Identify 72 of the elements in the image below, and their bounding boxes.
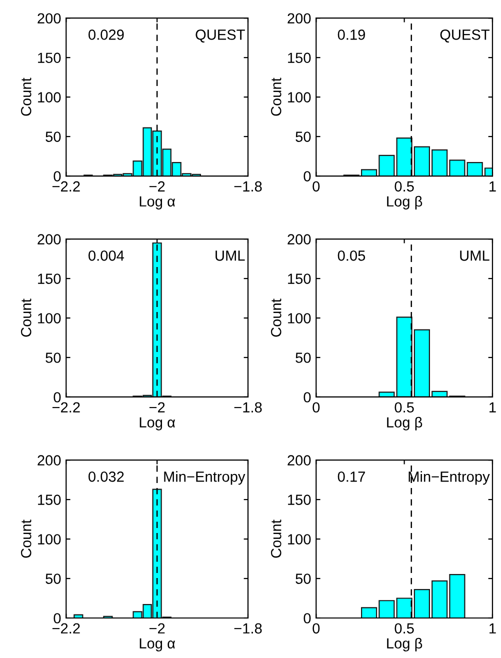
y-tick-label: 0 xyxy=(54,171,61,182)
y-tick-label: 50 xyxy=(46,352,61,363)
annotation: QUEST xyxy=(440,30,490,42)
y-tick-label: 150 xyxy=(288,274,311,284)
y-axis-title: Count xyxy=(20,520,32,558)
annotation: 0.19 xyxy=(338,30,365,40)
x-tick-label: −2 xyxy=(149,181,165,192)
y-tick-label: 50 xyxy=(296,352,311,363)
annotation: 0.032 xyxy=(88,472,124,482)
x-tick-label: −1.8 xyxy=(234,181,262,192)
x-tick-label: −2.2 xyxy=(52,623,80,634)
y-axis-title: Count xyxy=(20,78,32,116)
annotation: Min−Entropy xyxy=(408,471,490,485)
y-tick-label: 50 xyxy=(296,132,311,142)
y-tick-label: 100 xyxy=(38,313,61,324)
x-tick-label: 0.5 xyxy=(394,181,414,192)
x-tick-label: 1 xyxy=(490,181,496,192)
x-tick-label: 0 xyxy=(312,402,320,413)
annotation: 0.029 xyxy=(88,30,124,40)
y-tick-label: 150 xyxy=(288,52,311,64)
y-tick-label: 150 xyxy=(38,494,61,505)
x-tick-label: 1 xyxy=(490,402,496,412)
x-tick-label: −2.2 xyxy=(52,402,80,412)
y-axis-title: Count xyxy=(270,78,282,116)
y-tick-label: 200 xyxy=(38,455,61,466)
x-tick-label: −2.2 xyxy=(52,181,80,192)
annotation: UML xyxy=(216,250,245,261)
y-tick-label: 150 xyxy=(288,494,311,505)
x-tick-label: 0 xyxy=(312,623,320,634)
y-tick-label: 0 xyxy=(304,392,311,402)
y-tick-label: 200 xyxy=(288,13,311,24)
x-axis-title: Log β xyxy=(387,416,422,430)
y-axis-title: Count xyxy=(270,520,282,558)
x-tick-label: 1 xyxy=(490,623,496,634)
y-tick-label: 100 xyxy=(288,534,311,544)
y-tick-label: 0 xyxy=(54,392,61,402)
x-tick-label: −1.8 xyxy=(234,623,262,634)
x-tick-label: −1.8 xyxy=(234,402,262,413)
x-axis-title: Log β xyxy=(387,196,422,210)
annotation: 0.05 xyxy=(338,250,366,261)
x-tick-label: 0.5 xyxy=(394,623,414,634)
y-tick-label: 100 xyxy=(38,92,61,102)
x-tick-label: −2 xyxy=(149,402,165,412)
y-tick-label: 100 xyxy=(288,92,311,102)
annotation: UML xyxy=(460,250,490,261)
x-axis-title: Log α xyxy=(140,196,176,210)
y-tick-label: 200 xyxy=(288,455,311,466)
y-tick-label: 0 xyxy=(304,613,311,624)
y-tick-label: 50 xyxy=(46,132,61,142)
y-tick-label: 50 xyxy=(296,574,311,584)
y-axis-title: Count xyxy=(270,298,282,337)
y-tick-label: 150 xyxy=(38,52,61,64)
y-tick-label: 200 xyxy=(288,234,311,244)
x-axis-title: Log β xyxy=(387,638,422,652)
annotation: 0.004 xyxy=(88,250,124,261)
y-tick-label: 150 xyxy=(38,274,61,284)
x-tick-label: 0.5 xyxy=(394,402,414,413)
y-tick-label: 100 xyxy=(38,534,61,544)
x-axis-title: Log α xyxy=(140,417,176,430)
annotation: Min−Entropy xyxy=(164,471,246,485)
y-axis-title: Count xyxy=(20,298,32,337)
y-tick-label: 50 xyxy=(46,574,61,584)
y-tick-label: 200 xyxy=(38,13,61,24)
x-tick-label: −2 xyxy=(149,623,165,634)
y-tick-label: 0 xyxy=(54,613,61,624)
y-tick-label: 0 xyxy=(304,171,311,182)
annotation: QUEST xyxy=(196,30,245,42)
y-tick-label: 100 xyxy=(288,313,311,324)
y-tick-label: 200 xyxy=(38,234,61,244)
annotation: 0.17 xyxy=(338,472,365,482)
x-axis-title: Log α xyxy=(140,638,176,652)
x-tick-label: 0 xyxy=(312,181,320,192)
